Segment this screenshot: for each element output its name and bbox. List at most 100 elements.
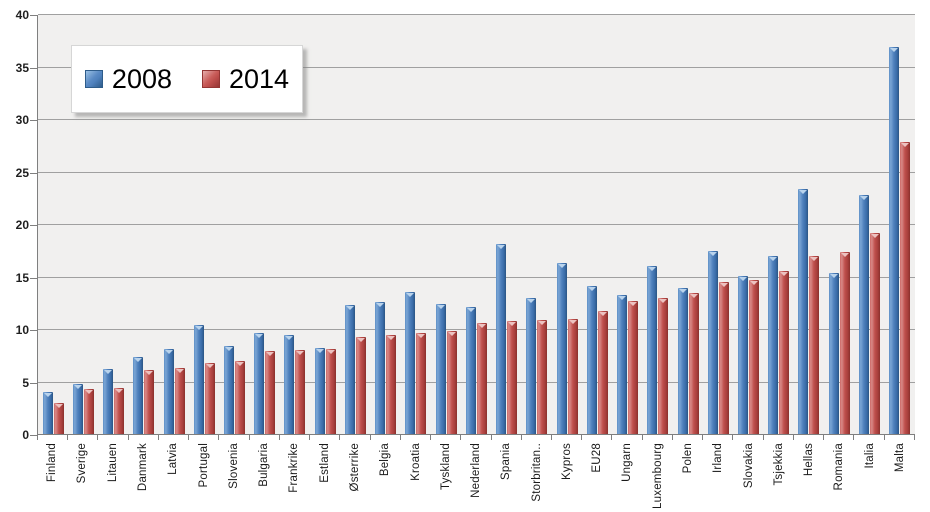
- x-axis-label-sverige: Sverige: [76, 443, 89, 484]
- x-label-cell-litauen: Litauen: [98, 441, 128, 511]
- bar-2014-malta: [900, 141, 911, 434]
- bar-top-notch-icon: [255, 334, 264, 339]
- x-axis-label-kroatia: Kroatia: [409, 443, 422, 481]
- bar-2008-danmark: [133, 356, 144, 434]
- x-tick-belgia: [371, 435, 401, 440]
- bar-2014-spania: [507, 320, 518, 434]
- x-label-cell-italia: Italia: [855, 441, 885, 511]
- bar-2008-bulgaria: [254, 333, 265, 434]
- bar-2008-belgia: [375, 302, 386, 434]
- bar-group-spania: [492, 15, 522, 434]
- bar-top-notch-icon: [689, 293, 698, 298]
- bar-group-litauen: [98, 15, 128, 434]
- x-tick-storbritan-: [522, 435, 552, 440]
- x-tick-slovenia: [219, 435, 250, 440]
- bar-group-bulgaria: [250, 15, 280, 434]
- x-axis-label-irland: Irland: [712, 443, 725, 473]
- bar-2014-storbritan-: [537, 319, 548, 434]
- bar-2014-litauen: [114, 387, 125, 434]
- bar-2008-frankrike: [284, 334, 295, 434]
- bar-top-notch-icon: [73, 384, 82, 389]
- x-tick-polen: [673, 435, 704, 440]
- bar-top-notch-icon: [175, 369, 184, 374]
- bar-group-slovakia: [733, 15, 763, 434]
- bar-2014-sverige: [83, 388, 94, 434]
- bar-top-notch-icon: [225, 347, 234, 352]
- legend-swatch-2008-icon: [84, 70, 103, 88]
- bar-group-storbritan-: [522, 15, 552, 434]
- x-label-cell-spania: Spania: [491, 441, 521, 511]
- y-tick-mark-20: [30, 225, 37, 226]
- bar-top-notch-icon: [568, 319, 577, 324]
- bar-top-notch-icon: [194, 326, 203, 331]
- y-tick-label-5: 5: [22, 375, 29, 390]
- x-tick-kypros: [552, 435, 583, 440]
- bar-2014-nederland: [476, 322, 487, 434]
- bar-2014-latvia: [174, 368, 185, 434]
- x-label-cell-nederland: Nederland: [461, 441, 491, 511]
- bar-2014-slovenia: [235, 360, 246, 434]
- x-axis-ticks: [37, 435, 915, 440]
- x-label-cell--sterrike: Østerrike: [340, 441, 370, 511]
- bar-top-notch-icon: [870, 233, 879, 238]
- bar-2014-bulgaria: [265, 351, 276, 434]
- gridline-40: [38, 14, 915, 15]
- bar-top-notch-icon: [598, 312, 607, 317]
- bar-top-notch-icon: [587, 287, 596, 292]
- x-axis-label-latvia: Latvia: [167, 443, 180, 475]
- legend-swatch-2014-icon: [202, 70, 220, 88]
- x-axis-label-eu28: EU28: [591, 443, 604, 473]
- bar-group-frankrike: [280, 15, 310, 434]
- bar-2008-finland: [42, 392, 53, 434]
- x-tick-luxembourg: [643, 435, 673, 440]
- x-tick-sverige: [68, 435, 99, 440]
- legend-item-2014: 2014: [202, 65, 289, 93]
- bar-2008-tsjekkia: [768, 255, 779, 434]
- bar-top-notch-icon: [387, 335, 396, 340]
- bar-2014-slovakia: [749, 280, 759, 434]
- x-axis-label-luxembourg: Luxembourg: [651, 443, 664, 509]
- bar-group-kypros: [552, 15, 582, 434]
- gridline-20: [38, 224, 915, 225]
- x-tick-tsjekkia: [764, 435, 794, 440]
- x-tick--sterrike: [340, 435, 371, 440]
- bar-top-notch-icon: [84, 389, 93, 394]
- x-tick-ungarn: [612, 435, 643, 440]
- x-tick-spania: [492, 435, 522, 440]
- x-axis-label-frankrike: Frankrike: [288, 443, 301, 493]
- y-tick-label-30: 30: [15, 113, 29, 127]
- bar-group--sterrike: [340, 15, 370, 434]
- bar-group-latvia: [159, 15, 189, 434]
- plot-area: [37, 14, 915, 435]
- bar-top-notch-icon: [466, 308, 475, 313]
- x-label-cell-slovenia: Slovenia: [219, 441, 249, 511]
- bar-2008-romania: [828, 272, 839, 434]
- x-axis-label-hellas: Hellas: [803, 443, 816, 477]
- bar-2008-ungarn: [617, 294, 628, 434]
- bar-2008-tyskland: [435, 304, 446, 434]
- bar-2014-danmark: [144, 370, 155, 434]
- x-label-cell-sverige: Sverige: [67, 441, 97, 511]
- bar-2014-kypros: [567, 318, 578, 434]
- bar-2008-malta: [889, 47, 900, 434]
- x-tick-irland: [703, 435, 734, 440]
- x-label-cell-slovakia: Slovakia: [733, 441, 763, 511]
- y-tick-mark-35: [30, 67, 37, 69]
- bar-group-tyskland: [431, 15, 461, 434]
- x-label-cell-malta: Malta: [885, 441, 915, 511]
- bar-2014-ungarn: [628, 300, 639, 434]
- x-label-cell-polen: Polen: [673, 441, 703, 511]
- x-label-cell-bulgaria: Bulgaria: [249, 441, 279, 511]
- x-axis-label-finland: Finland: [46, 443, 59, 483]
- bar-group-ungarn: [612, 15, 642, 434]
- bar-top-notch-icon: [799, 189, 808, 194]
- bar-top-notch-icon: [678, 289, 687, 294]
- x-axis-label-slovenia: Slovenia: [227, 443, 240, 489]
- bar-group-irland: [703, 15, 733, 434]
- x-label-cell-frankrike: Frankrike: [279, 441, 309, 511]
- x-axis-label-spania: Spania: [500, 443, 513, 481]
- bar-2008-hellas: [798, 188, 809, 434]
- bar-2014-eu28: [597, 311, 608, 434]
- bar-top-notch-icon: [43, 393, 52, 398]
- y-tick-mark-10: [30, 330, 37, 331]
